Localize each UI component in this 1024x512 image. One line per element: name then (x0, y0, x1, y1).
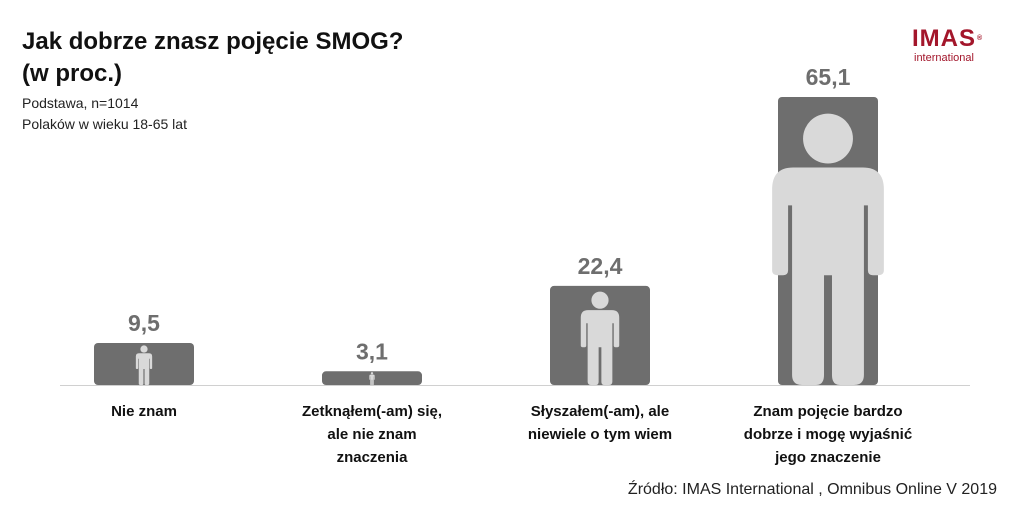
logo-subtext: international (914, 52, 974, 64)
value-label-1: 9,5 (128, 310, 160, 336)
person-icon-3 (580, 291, 620, 385)
chart-title-line-2: (w proc.) (22, 60, 122, 87)
category-label-line: Znam pojęcie bardzo (753, 403, 902, 420)
person-icon-1 (135, 345, 153, 385)
category-label-line: niewiele o tym wiem (528, 426, 672, 443)
logo-registered-mark: ® (977, 35, 984, 42)
category-label-line: dobrze i mogę wyjaśnić (744, 426, 912, 443)
value-label-4: 65,1 (806, 64, 851, 90)
value-label-2: 3,1 (356, 338, 388, 364)
chart-title-line-1: Jak dobrze znasz pojęcie SMOG? (22, 28, 404, 55)
category-label-3: Słyszałem(-am), ale niewiele o tym wiem (528, 403, 672, 443)
category-label-line: ale nie znam (327, 426, 416, 443)
subtitle-line-2: Polaków w wieku 18-65 lat (22, 116, 187, 132)
logo-main-text: IMAS (912, 25, 976, 52)
category-label-1: Nie znam (111, 403, 177, 420)
category-label-line: Słyszałem(-am), ale (531, 403, 669, 420)
value-label-3: 22,4 (578, 253, 623, 279)
category-label-line: Nie znam (111, 403, 177, 420)
imas-logo: IMAS® international (912, 26, 1002, 68)
chart-subtitle: Podstawa, n=1014 Polaków w wieku 18-65 l… (22, 93, 187, 135)
chart-title: Jak dobrze znasz pojęcie SMOG? (w proc.) (22, 26, 403, 90)
category-label-4: Znam pojęcie bardzo dobrze i mogę wyjaśni… (744, 403, 912, 466)
subtitle-line-1: Podstawa, n=1014 (22, 95, 139, 111)
logo-wordmark: IMAS® (912, 26, 1002, 52)
category-label-line: Zetknąłem(-am) się, (302, 403, 442, 420)
category-label-line: znaczenia (337, 449, 409, 466)
category-label-line: jego znaczenie (774, 449, 881, 466)
source-note: Źródło: IMAS International , Omnibus Onl… (627, 481, 997, 498)
person-icon-2 (369, 372, 375, 385)
category-label-2: Zetknąłem(-am) się, ale nie znam znaczenia (302, 403, 442, 466)
person-icon-4 (772, 113, 884, 385)
